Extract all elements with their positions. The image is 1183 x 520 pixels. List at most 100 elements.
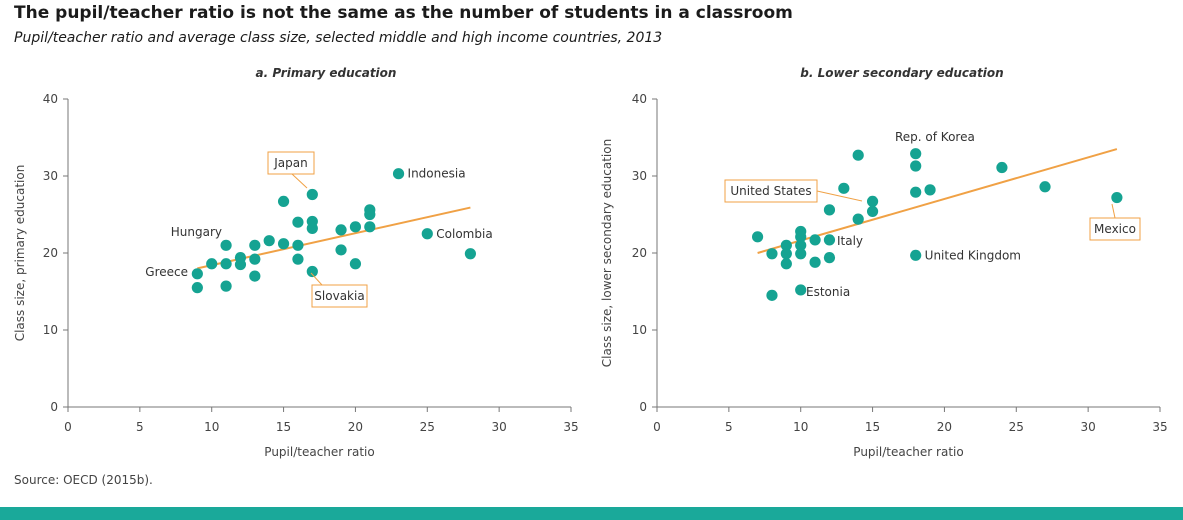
secondary-data-point	[910, 148, 922, 160]
secondary-data-point	[809, 234, 821, 246]
primary-y-tick-label: 20	[43, 246, 58, 260]
primary-data-point	[349, 221, 362, 233]
secondary-x-tick-label: 20	[937, 420, 952, 434]
secondary-x-tick-label: 10	[793, 420, 808, 434]
secondary-data-point	[852, 149, 864, 161]
secondary-country-label: Estonia	[806, 285, 850, 299]
secondary-x-tick-label: 5	[725, 420, 733, 434]
secondary-x-tick-label: 35	[1152, 420, 1167, 434]
primary-data-point	[234, 252, 247, 264]
secondary-label-leader-line	[1111, 203, 1116, 219]
primary-country-label: Colombia	[436, 227, 492, 241]
primary-country-label: Hungary	[171, 225, 222, 239]
primary-x-tick-label: 0	[64, 420, 72, 434]
secondary-country-label: Rep. of Korea	[895, 130, 975, 144]
chart-subtitle: Pupil/teacher ratio and average class si…	[14, 30, 663, 46]
secondary-country-label: United States	[730, 184, 811, 198]
primary-y-tick-label: 0	[50, 400, 58, 414]
secondary-x-tick-label: 0	[653, 420, 661, 434]
secondary-y-tick-label: 10	[632, 323, 647, 337]
primary-data-point	[292, 239, 304, 251]
primary-data-point	[392, 168, 405, 180]
primary-label-box	[311, 284, 368, 308]
primary-data-point	[306, 222, 318, 234]
secondary-data-point	[795, 239, 807, 251]
primary-x-tick-label: 5	[136, 420, 144, 434]
secondary-x-tick-label: 15	[865, 420, 880, 434]
primary-data-point	[364, 208, 376, 221]
secondary-data-point	[795, 248, 807, 260]
primary-country-label: Indonesia	[408, 167, 466, 181]
primary-country-label: Slovakia	[314, 289, 364, 303]
primary-x-tick-label: 25	[420, 420, 435, 434]
secondary-data-point	[910, 186, 922, 198]
primary-data-point	[292, 216, 304, 228]
primary-label-leader-line	[291, 173, 308, 189]
primary-data-point	[364, 221, 376, 233]
primary-data-point	[191, 282, 203, 294]
primary-x-tick-label: 35	[563, 420, 578, 434]
primary-x-tick-label: 30	[492, 420, 507, 434]
primary-data-point	[349, 258, 362, 270]
secondary-data-point	[780, 239, 792, 251]
primary-country-label: Greece	[145, 265, 188, 279]
primary-data-point	[277, 195, 290, 208]
secondary-data-point	[766, 289, 778, 301]
primary-x-tick-label: 15	[276, 420, 291, 434]
primary-y-tick-label: 30	[43, 169, 58, 183]
primary-label-box	[267, 151, 315, 175]
secondary-x-axis-label: Pupil/teacher ratio	[853, 445, 963, 459]
secondary-data-point	[823, 204, 836, 216]
secondary-country-label: United Kingdom	[925, 248, 1021, 262]
secondary-data-point	[752, 231, 764, 243]
secondary-data-point	[910, 160, 922, 172]
primary-y-tick-label: 10	[43, 323, 58, 337]
secondary-y-tick-label: 20	[632, 246, 647, 260]
secondary-country-label: Mexico	[1094, 222, 1136, 236]
secondary-data-point	[996, 161, 1008, 174]
primary-data-point	[263, 235, 275, 247]
primary-label-leader-line	[310, 272, 323, 286]
secondary-panel-title: b. Lower secondary education	[800, 66, 1003, 80]
secondary-y-tick-label: 30	[632, 169, 647, 183]
primary-data-point	[335, 224, 347, 236]
primary-data-point	[191, 268, 203, 280]
secondary-data-point	[795, 284, 807, 296]
primary-x-tick-label: 10	[204, 420, 219, 434]
secondary-data-point	[809, 256, 821, 268]
secondary-y-tick-label: 0	[639, 400, 647, 414]
primary-y-axis-label: Class size, primary education	[13, 165, 27, 342]
primary-data-point	[206, 258, 218, 270]
primary-panel-title: a. Primary education	[256, 66, 397, 80]
secondary-data-point	[795, 231, 807, 243]
primary-country-label: Japan	[273, 156, 307, 170]
primary-data-point	[249, 253, 261, 265]
primary-data-point	[421, 228, 433, 240]
primary-data-point	[464, 248, 476, 260]
footer-bar	[0, 507, 1183, 520]
secondary-y-tick-label: 40	[632, 92, 647, 106]
chart-title: The pupil/teacher ratio is not the same …	[14, 3, 793, 23]
primary-data-point	[249, 239, 261, 251]
primary-data-point	[306, 265, 318, 278]
secondary-data-point	[780, 248, 792, 260]
secondary-x-tick-label: 30	[1081, 420, 1096, 434]
primary-data-point	[335, 244, 347, 256]
secondary-data-point	[1111, 191, 1123, 204]
secondary-data-point	[823, 234, 836, 246]
secondary-label-box	[724, 179, 818, 203]
secondary-x-tick-label: 25	[1009, 420, 1024, 434]
secondary-label-box	[1089, 217, 1141, 241]
primary-data-point	[306, 188, 318, 201]
primary-data-point	[292, 253, 304, 265]
secondary-data-point	[924, 184, 936, 196]
secondary-y-axis-label: Class size, lower secondary education	[600, 139, 614, 367]
primary-data-point	[220, 239, 232, 251]
secondary-data-point	[780, 258, 792, 270]
source-note: Source: OECD (2015b).	[14, 473, 153, 487]
primary-data-point	[220, 280, 232, 292]
secondary-data-point	[852, 213, 864, 225]
charts-canvas: a. Primary education 0 10 20 30 40 0 5 10 15 20 25 3…	[13, 66, 1168, 459]
secondary-data-point	[866, 205, 879, 218]
secondary-data-point	[766, 248, 778, 260]
